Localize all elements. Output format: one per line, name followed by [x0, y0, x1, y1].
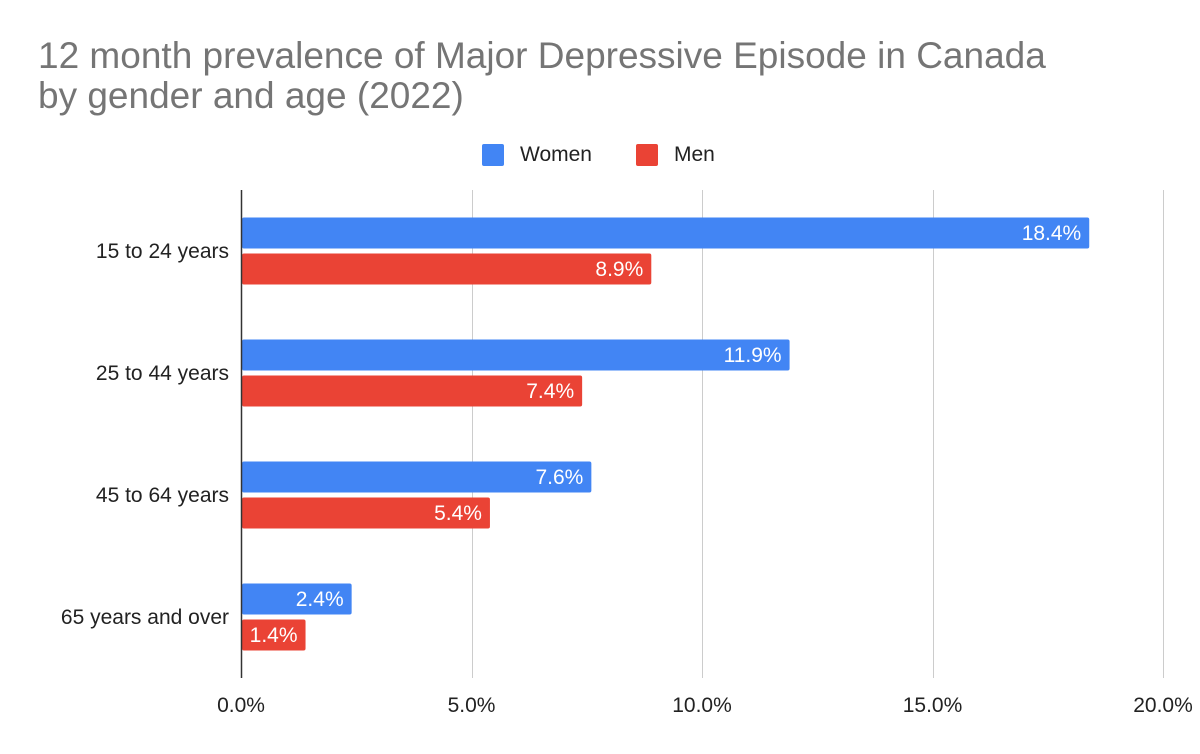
legend-label-women: Women — [520, 143, 592, 166]
chart-title: 12 month prevalence of Major Depressive … — [38, 36, 1178, 116]
data-label: 7.4% — [526, 380, 574, 403]
chart-legend: Women Men — [0, 140, 1200, 170]
legend-item-men[interactable]: Men — [636, 140, 715, 170]
x-tick-label: 15.0% — [903, 694, 963, 717]
x-tick-label: 5.0% — [448, 694, 496, 717]
bars: 18.4% 8.9% 11.9% 7.4% 7.6% 5.4% 2.4% 1.4% — [242, 217, 1090, 651]
category-label: 25 to 44 years — [96, 362, 229, 385]
data-label: 1.4% — [250, 624, 298, 647]
data-label: 11.9% — [724, 344, 782, 367]
data-label: 2.4% — [296, 588, 344, 611]
bar-women[interactable] — [242, 339, 790, 371]
x-tick-label: 10.0% — [672, 694, 732, 717]
axis: 0.0% 5.0% 10.0% 15.0% 20.0% 15 to 24 years 25 … — [61, 190, 1193, 717]
chart-title-line-1: 12 month prevalence of Major Depressive … — [38, 35, 1046, 76]
chart-title-line-2: by gender and age (2022) — [38, 75, 464, 116]
bar-women[interactable] — [242, 461, 592, 493]
bar-men[interactable] — [242, 497, 490, 529]
x-tick-label: 20.0% — [1133, 694, 1193, 717]
x-tick-label: 0.0% — [217, 694, 265, 717]
data-label: 18.4% — [1022, 222, 1082, 245]
data-label: 5.4% — [434, 502, 482, 525]
bar-men[interactable] — [242, 375, 583, 407]
bar-men[interactable] — [242, 253, 652, 285]
category-label: 15 to 24 years — [96, 240, 229, 263]
category-label: 65 years and over — [61, 606, 229, 629]
legend-swatch-women — [482, 144, 504, 166]
bar-men[interactable] — [242, 619, 306, 651]
data-label: 8.9% — [595, 258, 643, 281]
legend-label-men: Men — [674, 143, 715, 166]
legend-item-women[interactable]: Women — [482, 140, 592, 170]
data-label: 7.6% — [535, 466, 583, 489]
bar-women[interactable] — [242, 217, 1090, 249]
category-label: 45 to 64 years — [96, 484, 229, 507]
legend-swatch-men — [636, 144, 658, 166]
bar-women[interactable] — [242, 583, 352, 615]
